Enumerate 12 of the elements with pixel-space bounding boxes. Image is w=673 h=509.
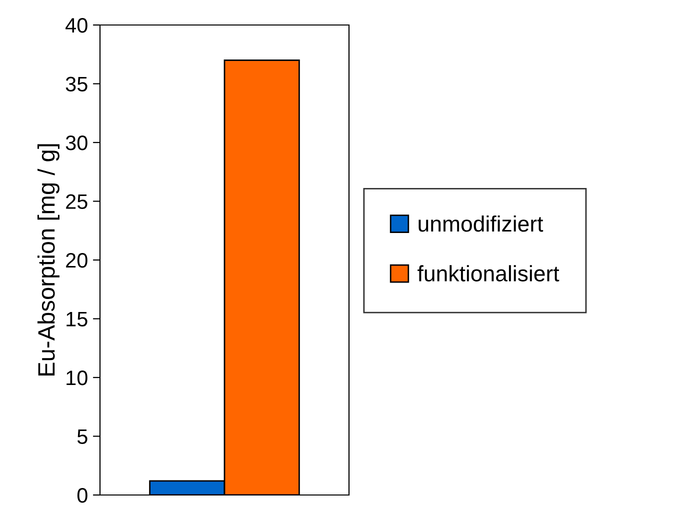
y-tick-label: 5 [77,429,88,444]
y-tick-label: 25 [66,194,88,210]
y-tick-label: 15 [66,312,88,327]
y-tick-label: 20 [66,253,88,268]
legend-label: funktionalisiert [418,265,560,282]
y-tick-label: 40 [66,18,88,33]
y-tick-label: 10 [66,370,88,386]
y-axis-title: Eu-Absorption [mg / g] [37,144,60,376]
y-tick-label: 0 [77,488,88,503]
y-tick-label: 35 [66,76,88,92]
legend-label: unmodifiziert [418,215,544,232]
y-tick-label: 30 [66,136,88,150]
